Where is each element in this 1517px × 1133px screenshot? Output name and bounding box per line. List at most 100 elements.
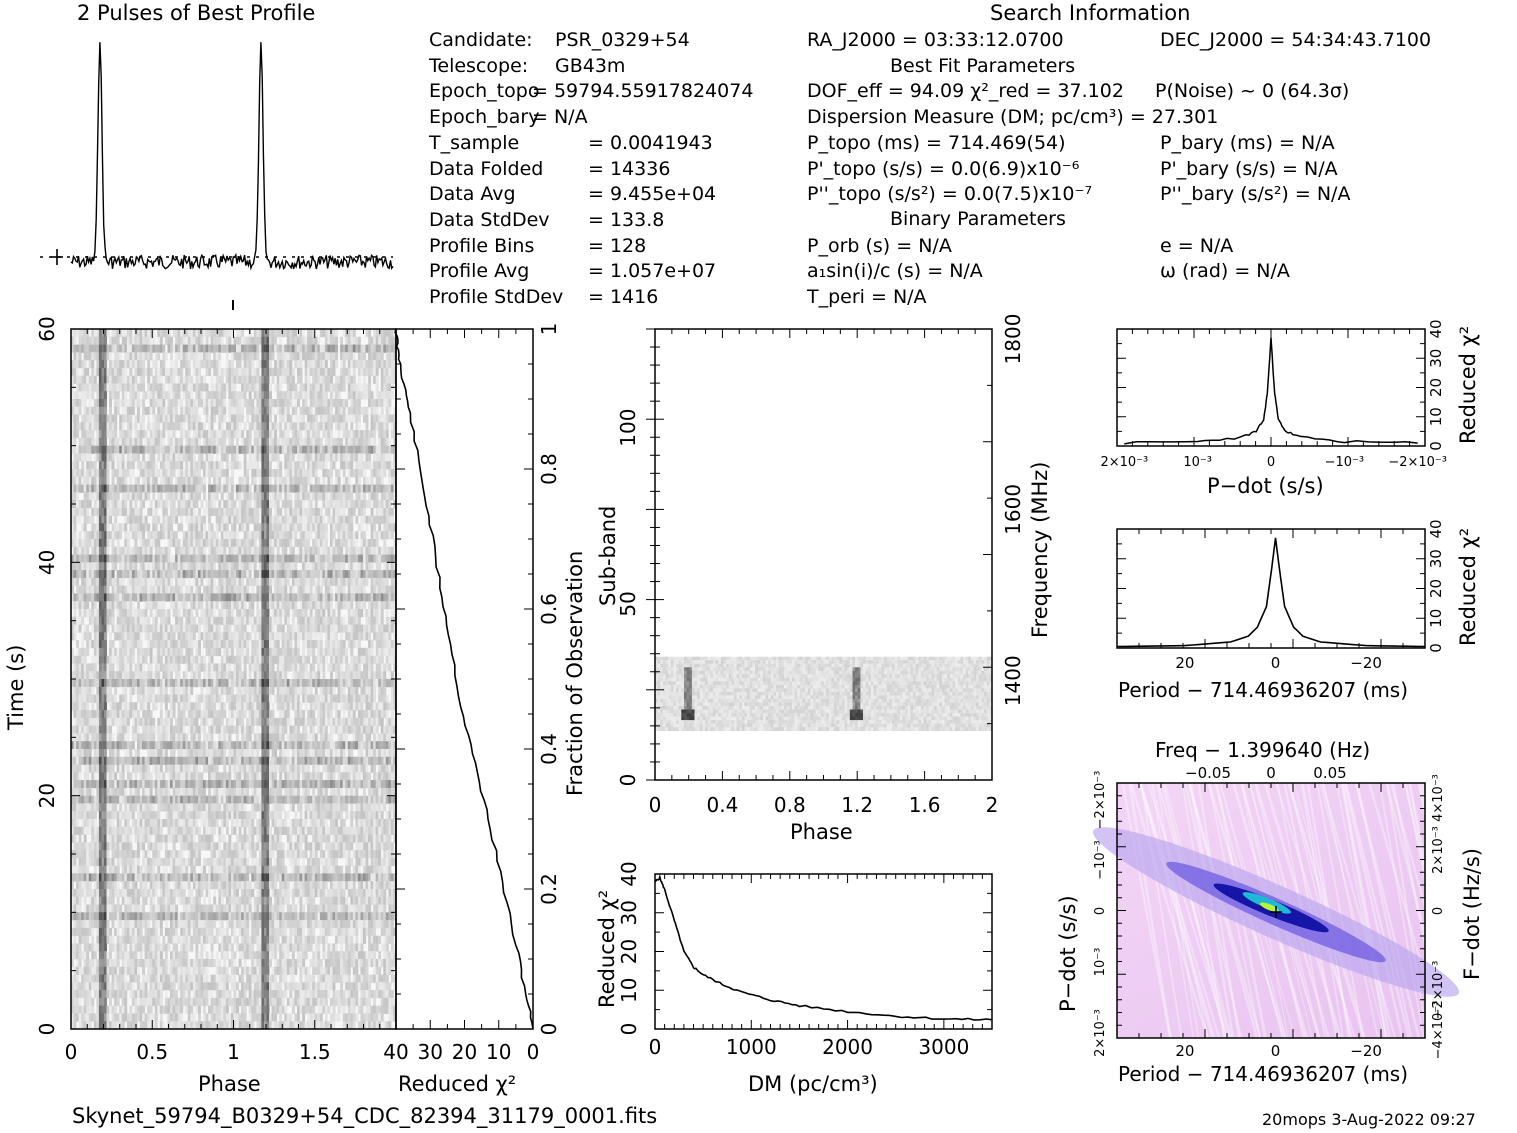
time-phase-cell bbox=[119, 383, 123, 392]
time-phase-cell bbox=[154, 367, 158, 377]
time-phase-cell bbox=[390, 492, 394, 501]
time-phase-cell bbox=[111, 430, 115, 439]
time-phase-cell bbox=[236, 624, 239, 633]
time-phase-cell bbox=[286, 601, 290, 610]
time-phase-cell bbox=[187, 632, 191, 641]
time-phase-cell bbox=[256, 609, 260, 618]
time-phase-cell bbox=[139, 632, 143, 641]
time-phase-cell bbox=[256, 616, 260, 625]
time-phase-cell bbox=[352, 453, 356, 462]
time-phase-cell bbox=[337, 437, 341, 447]
time-phase-cell bbox=[335, 329, 339, 338]
time-phase-cell bbox=[307, 585, 311, 594]
time-phase-cell bbox=[294, 570, 298, 579]
time-phase-cell bbox=[152, 577, 156, 587]
time-phase-cell bbox=[342, 655, 346, 664]
time-phase-cell bbox=[231, 640, 234, 649]
time-phase-cell bbox=[327, 469, 331, 478]
time-phase-cell bbox=[233, 531, 237, 540]
time-phase-cell bbox=[177, 562, 181, 571]
time-phase-cell bbox=[373, 375, 377, 384]
time-phase-cell bbox=[167, 647, 171, 657]
time-phase-cell bbox=[225, 422, 229, 431]
time-phase-cell bbox=[78, 383, 82, 392]
time-phase-cell bbox=[304, 562, 308, 571]
time-phase-cell bbox=[91, 484, 95, 493]
time-phase-cell bbox=[124, 570, 128, 579]
time-phase-cell bbox=[180, 453, 184, 462]
time-phase-cell bbox=[126, 515, 130, 524]
time-phase-cell bbox=[101, 484, 105, 493]
time-phase-cell bbox=[304, 383, 308, 392]
time-phase-cell bbox=[218, 515, 222, 524]
time-phase-cell bbox=[83, 546, 87, 555]
time-phase-cell bbox=[357, 663, 361, 672]
time-phase-cell bbox=[198, 616, 201, 625]
time-phase-cell bbox=[231, 476, 234, 485]
time-phase-cell bbox=[98, 367, 102, 377]
time-phase-cell bbox=[365, 500, 369, 509]
time-phase-cell bbox=[101, 577, 105, 587]
time-phase-cell bbox=[264, 406, 267, 415]
time-phase-cell bbox=[109, 453, 113, 462]
time-phase-cell bbox=[101, 406, 105, 415]
time-phase-cell bbox=[324, 484, 328, 493]
time-phase-cell bbox=[162, 406, 166, 415]
time-phase-cell bbox=[121, 585, 125, 594]
time-phase-cell bbox=[238, 391, 242, 400]
time-phase-cell bbox=[324, 554, 328, 563]
time-phase-cell bbox=[200, 383, 204, 392]
time-phase-cell bbox=[96, 360, 100, 369]
time-phase-cell bbox=[109, 609, 113, 618]
time-phase-cell bbox=[101, 624, 105, 633]
time-phase-cell bbox=[256, 585, 260, 594]
time-phase-cell bbox=[307, 515, 311, 524]
time-phase-cell bbox=[256, 344, 260, 353]
time-phase-cell bbox=[147, 360, 151, 369]
time-phase-cell bbox=[375, 399, 379, 408]
time-phase-cell bbox=[378, 422, 382, 431]
time-phase-cell bbox=[264, 500, 267, 509]
time-phase-cell bbox=[352, 437, 356, 447]
time-phase-cell bbox=[360, 546, 364, 555]
time-phase-cell bbox=[312, 507, 316, 517]
time-phase-cell bbox=[228, 624, 232, 633]
time-phase-cell bbox=[363, 344, 366, 353]
time-phase-cell bbox=[88, 453, 92, 462]
time-phase-cell bbox=[144, 570, 148, 579]
time-phase-cell bbox=[271, 329, 275, 338]
time-phase-cell bbox=[71, 399, 74, 408]
time-phase-cell bbox=[203, 562, 206, 571]
time-phase-cell bbox=[322, 663, 326, 672]
time-phase-cell bbox=[302, 352, 306, 361]
time-phase-cell bbox=[322, 391, 326, 400]
time-phase-cell bbox=[256, 469, 260, 478]
time-phase-cell bbox=[363, 624, 366, 633]
time-phase-cell bbox=[383, 336, 387, 345]
time-phase-cell bbox=[81, 577, 85, 587]
time-phase-cell bbox=[131, 523, 135, 532]
time-phase-cell bbox=[368, 647, 372, 657]
time-phase-cell bbox=[246, 546, 250, 555]
time-phase-cell bbox=[246, 523, 250, 532]
time-phase-cell bbox=[96, 437, 100, 447]
time-phase-cell bbox=[241, 593, 245, 602]
time-phase-cell bbox=[104, 352, 107, 361]
time-phase-cell bbox=[129, 515, 133, 524]
time-phase-cell bbox=[350, 539, 354, 548]
time-phase-cell bbox=[98, 344, 102, 353]
time-phase-cell bbox=[357, 352, 361, 361]
time-phase-cell bbox=[220, 593, 224, 602]
time-phase-cell bbox=[225, 375, 229, 384]
time-phase-cell bbox=[253, 445, 257, 454]
time-phase-cell bbox=[167, 461, 171, 470]
time-phase-cell bbox=[172, 507, 176, 517]
time-phase-cell bbox=[106, 539, 110, 548]
time-phase-cell bbox=[83, 360, 87, 369]
time-phase-cell bbox=[109, 500, 113, 509]
time-phase-cell bbox=[256, 414, 260, 423]
time-phase-cell bbox=[294, 476, 298, 485]
time-phase-cell bbox=[111, 445, 115, 454]
time-phase-cell bbox=[355, 601, 359, 610]
time-phase-cell bbox=[111, 360, 115, 369]
